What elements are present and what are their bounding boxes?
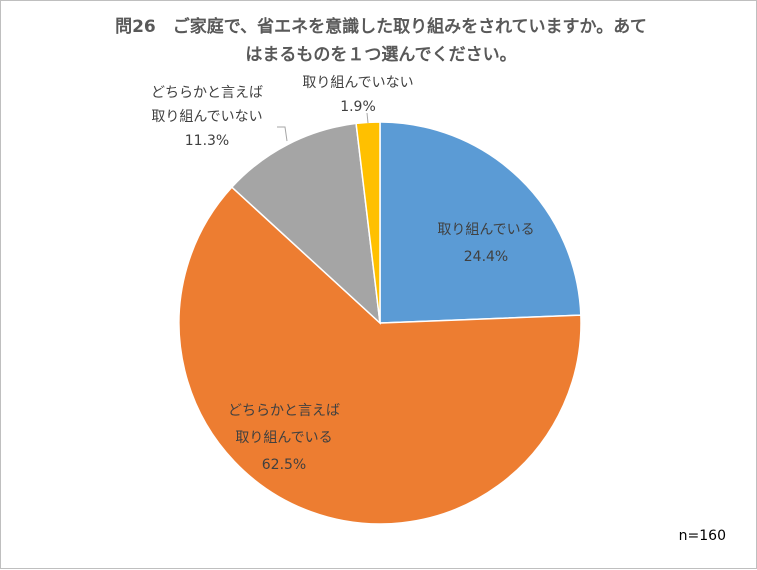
slice-value-label-1: 24.4% xyxy=(464,249,508,265)
slice-category-label-3-line-2: 取り組んでいない xyxy=(151,109,262,125)
leader-line-3 xyxy=(277,126,288,142)
sample-size-note: n=160 xyxy=(678,528,726,544)
chart-title-line-1: 問26 ご家庭で、省エネを意識した取り組みをされていますか。あて xyxy=(115,17,647,37)
slice-category-label-2-line-1: どちらかと言えば xyxy=(228,403,340,419)
slice-value-label-3: 11.3% xyxy=(185,133,229,149)
pie-slice-2 xyxy=(178,186,582,525)
pie-slice-1 xyxy=(379,121,582,324)
chart-title: 問26 ご家庭で、省エネを意識した取り組みをされていますか。あて はまるものを１… xyxy=(71,13,691,69)
slice-value-label-2: 62.5% xyxy=(262,457,306,473)
slice-category-label-4-line-1: 取り組んでいない xyxy=(302,75,413,91)
slice-category-label-3-line-1: どちらかと言えば xyxy=(151,85,263,101)
pie-slice-3 xyxy=(230,122,381,325)
slice-value-label-4: 1.9% xyxy=(340,99,376,115)
slice-category-label-2-line-2: 取り組んでいる xyxy=(235,430,332,446)
leader-line-4 xyxy=(366,112,369,124)
slice-category-label-1-line-1: 取り組んでいる xyxy=(437,222,534,238)
chart-title-line-2: はまるものを１つ選んでください。 xyxy=(245,45,517,65)
